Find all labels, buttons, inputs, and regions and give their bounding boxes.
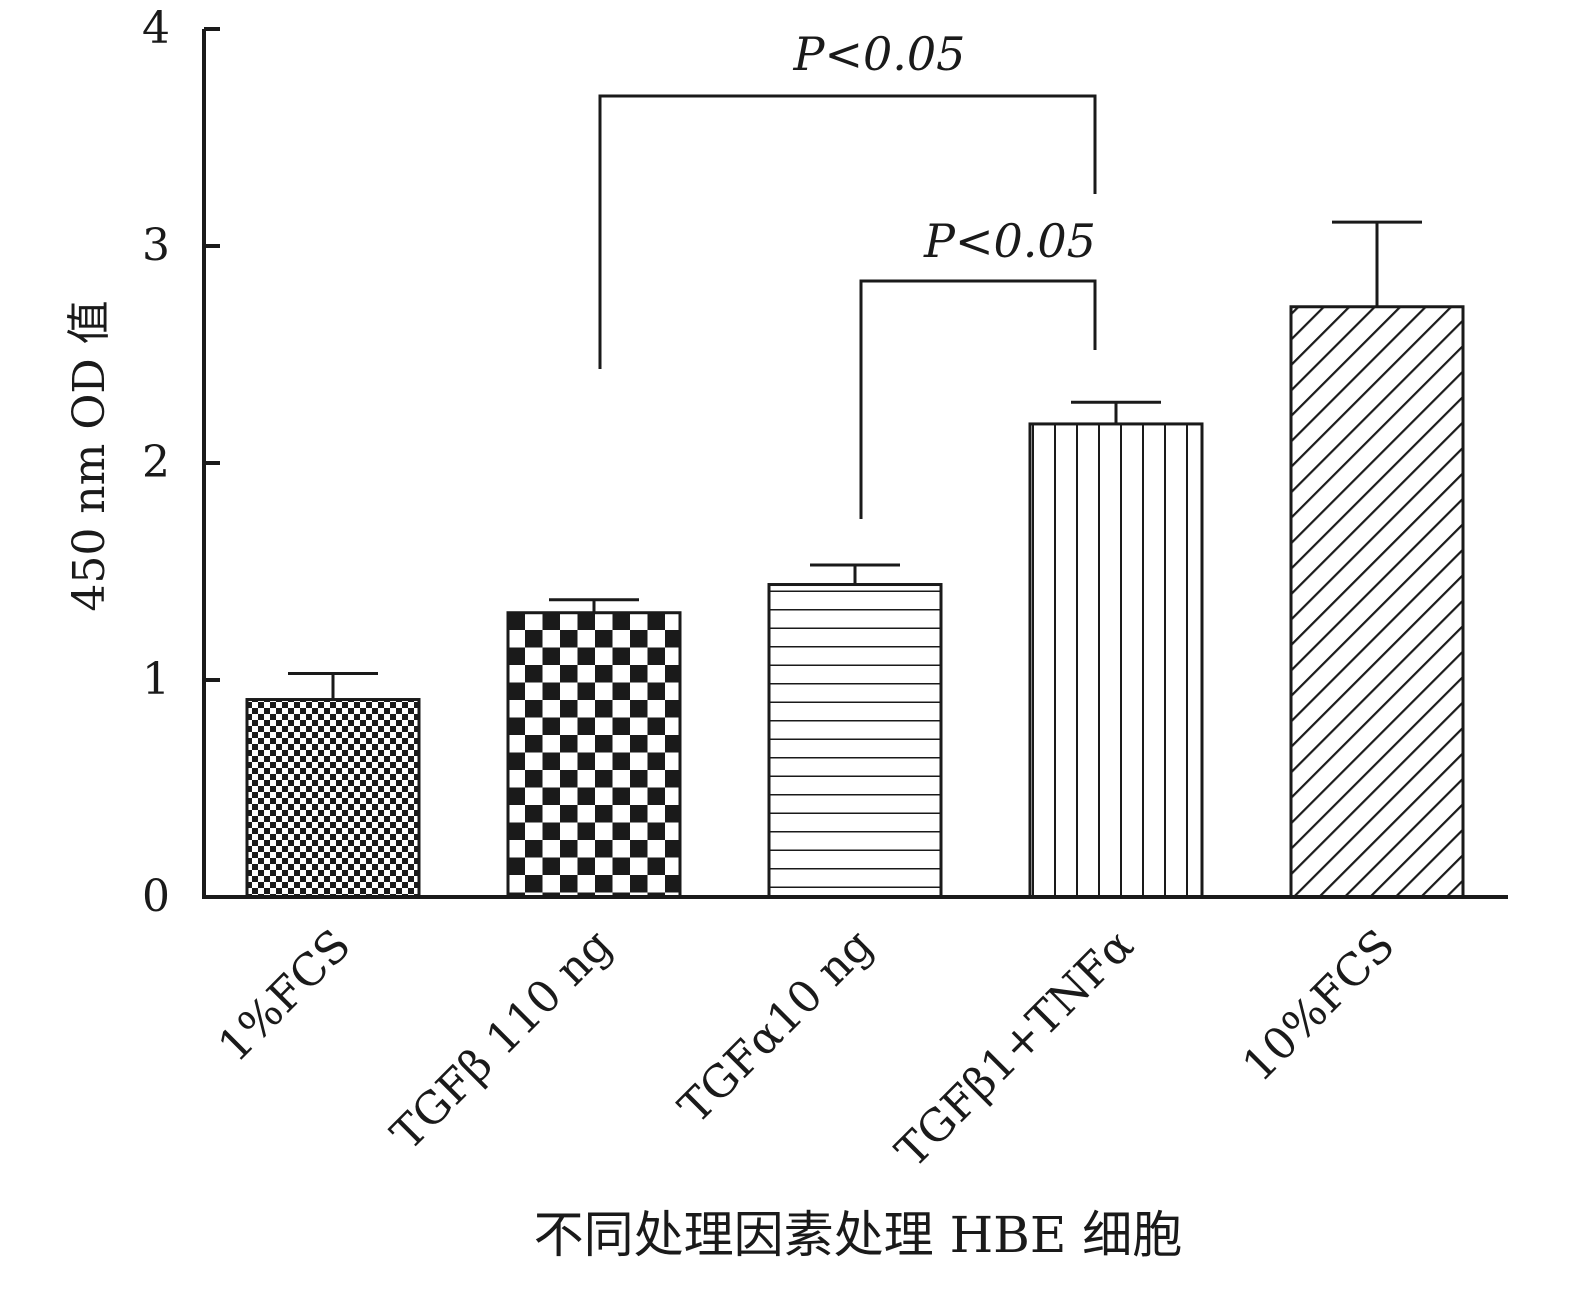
significance-layer: P<0.05 P<0.05 [598,27,1097,519]
x-tick-label: TGFα10 ng [669,920,883,1134]
x-tick-labels: 1%FCS TGFβ 110 ng TGFα10 ng TGFβ1+TNFα 10%FC… [209,920,1405,1178]
x-axis-title: 不同处理因素处理 HBE 细胞 [534,1206,1183,1264]
x-tick-label: TGFβ1+TNFα [886,920,1144,1178]
bar-2 [767,583,943,899]
x-tick-label: 1%FCS [209,920,361,1072]
y-axis-title: 450 nm OD 值 [64,300,115,611]
y-tick-label: 1 [142,654,170,705]
y-ticks: 0 1 2 3 4 [142,3,220,922]
error-bars-layer [288,220,1422,700]
x-tick-label: 10%FCS [1233,920,1405,1092]
x-tick-label: TGFβ 110 ng [381,920,621,1160]
significance-bracket [598,94,1097,369]
y-tick-label: 4 [142,3,170,54]
bar-3 [1028,422,1204,899]
bar-4 [1289,305,1465,899]
y-tick-label: 3 [142,220,170,271]
bars-layer [245,305,1465,899]
bar-1 [506,611,682,899]
y-tick-label: 2 [142,437,170,488]
bar-0 [245,698,421,899]
significance-label: P<0.05 [793,27,966,81]
significance-label: P<0.05 [923,214,1096,268]
y-tick-label: 0 [142,871,170,922]
significance-bracket [859,279,1097,519]
